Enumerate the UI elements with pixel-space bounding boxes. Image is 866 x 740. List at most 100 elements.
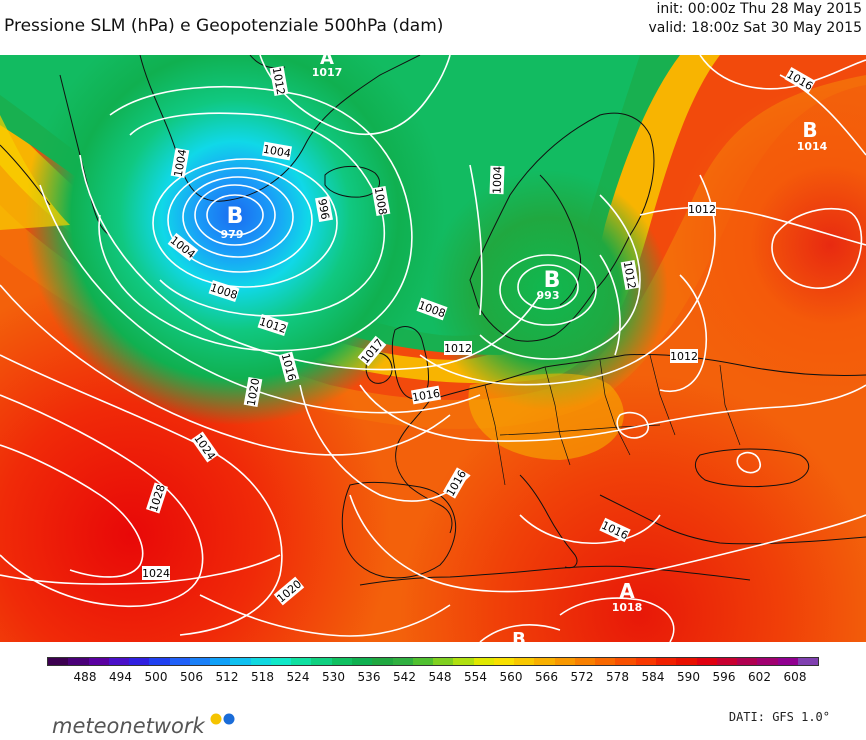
run-info: init: 00:00z Thu 28 May 2015 valid: 18:0…: [648, 0, 862, 38]
svg-text:A: A: [320, 55, 334, 69]
colorbar-swatch: [169, 658, 190, 665]
colorbar-swatch: [615, 658, 636, 665]
colorbar-swatch: [635, 658, 656, 665]
colorbar-legend: [47, 657, 819, 666]
colorbar-tick-label: 494: [109, 670, 132, 684]
meteonetwork-logo: meteonetwork: [52, 714, 205, 738]
svg-text:1017: 1017: [312, 66, 343, 79]
colorbar-swatch: [311, 658, 332, 665]
colorbar-swatch: [493, 658, 515, 665]
colorbar-swatch: [270, 658, 292, 665]
colorbar-tick-label: 542: [393, 670, 416, 684]
isobar-label: 1012: [444, 342, 472, 355]
colorbar-tick-label: 524: [286, 670, 310, 684]
colorbar-tick-label: 596: [712, 670, 736, 684]
colorbar-swatch: [351, 658, 373, 665]
colorbar-tick-label: 578: [606, 670, 629, 684]
colorbar-swatch: [250, 658, 271, 665]
colorbar-swatch: [574, 658, 596, 665]
colorbar-tick-label: 488: [73, 670, 97, 684]
colorbar-swatch: [129, 658, 150, 665]
colorbar-swatch: [716, 658, 738, 665]
data-source: DATI: GFS 1.0°: [728, 710, 830, 724]
isobar-label: 1004: [491, 166, 505, 194]
colorbar-tick-label: 554: [464, 670, 487, 684]
colorbar-swatch: [595, 658, 616, 665]
isobars: [0, 55, 866, 642]
colorbar-tick-label: 518: [251, 670, 274, 684]
colorbar-tick-label: 590: [677, 670, 700, 684]
colorbar-tick-label: 536: [357, 670, 381, 684]
isobar-label: 1008: [372, 186, 390, 216]
isobar-label: 1012: [270, 66, 288, 96]
colorbar-swatch: [534, 658, 555, 665]
low-center[interactable]: B: [512, 629, 526, 642]
colorbar-swatch: [392, 658, 413, 665]
colorbar-tick-label: 572: [570, 670, 594, 684]
colorbar-swatch: [230, 658, 251, 665]
isobar-label: 1012: [621, 260, 639, 290]
colorbar-tick-label: 506: [180, 670, 203, 684]
weather-map[interactable]: 1012 1016 1004 1004 1008 996 1004 1012 1…: [0, 55, 866, 642]
colorbar-swatch: [210, 658, 231, 665]
colorbar-swatch: [68, 658, 89, 665]
colorbar-tick-label: 548: [428, 670, 452, 684]
isobar-label: 1004: [262, 143, 292, 161]
valid-time: valid: 18:00z Sat 30 May 2015: [648, 20, 862, 36]
logo-dots-icon: [210, 713, 235, 725]
isobar-label: 1012: [670, 350, 698, 363]
colorbar-swatch: [331, 658, 352, 665]
colorbar-swatch: [108, 658, 130, 665]
svg-text:B: B: [802, 118, 817, 142]
svg-text:979: 979: [221, 228, 244, 241]
colorbar-swatch: [737, 658, 758, 665]
colorbar-tick-label: 530: [322, 670, 345, 684]
svg-text:1014: 1014: [797, 140, 828, 153]
svg-text:B: B: [227, 204, 244, 229]
colorbar-swatch: [372, 658, 393, 665]
colorbar-swatch: [554, 658, 575, 665]
colorbar-labels: 488 494 500 506 512 518 524 530 536 542 548 554 560 5…: [47, 670, 819, 686]
isobar-label: 1016: [411, 387, 441, 405]
colorbar-tick-label: 584: [641, 670, 665, 684]
colorbar-swatch: [291, 658, 312, 665]
colorbar-swatch: [676, 658, 697, 665]
page-title: Pressione SLM (hPa) e Geopotenziale 500h…: [4, 16, 444, 36]
isobar-label: 1004: [172, 148, 190, 178]
colorbar-swatch: [88, 658, 109, 665]
colorbar-swatch: [757, 658, 778, 665]
colorbar-tick-label: 512: [215, 670, 239, 684]
colorbar-swatch: [777, 658, 798, 665]
svg-text:1018: 1018: [612, 601, 643, 614]
colorbar-swatch: [797, 658, 819, 665]
isobar-label: 1012: [688, 203, 716, 216]
isobar-label: 1024: [142, 567, 170, 580]
colorbar-tick-label: 500: [144, 670, 168, 684]
colorbar-swatch: [514, 658, 535, 665]
colorbar-swatch: [149, 658, 170, 665]
colorbar-tick-label: 608: [783, 670, 807, 684]
isobar-label: 1020: [245, 377, 263, 407]
svg-text:B: B: [544, 268, 561, 293]
colorbar-swatch: [453, 658, 474, 665]
svg-text:B: B: [512, 629, 526, 642]
isobar-label: 996: [315, 198, 331, 221]
colorbar-tick-label: 560: [499, 670, 523, 684]
colorbar-tick-label: 566: [535, 670, 558, 684]
colorbar-swatch: [696, 658, 717, 665]
init-time: init: 00:00z Thu 28 May 2015: [656, 1, 863, 17]
colorbar-swatch: [473, 658, 494, 665]
svg-text:993: 993: [537, 289, 560, 302]
colorbar-swatch: [412, 658, 434, 665]
colorbar-swatch: [48, 658, 69, 665]
colorbar-swatch: [655, 658, 677, 665]
colorbar-swatch: [433, 658, 454, 665]
colorbar-tick-label: 602: [748, 670, 771, 684]
svg-text:A: A: [619, 579, 635, 603]
